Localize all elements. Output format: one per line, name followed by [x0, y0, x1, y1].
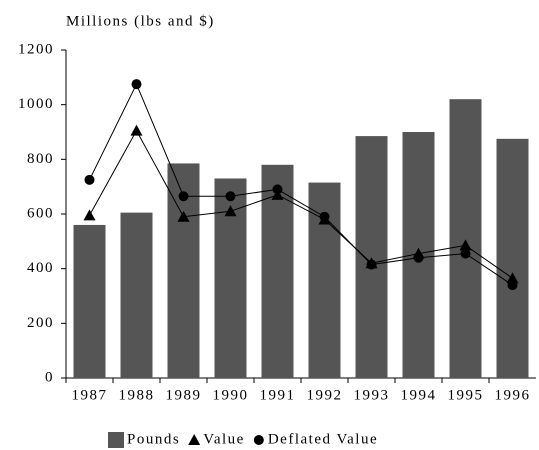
bar [120, 212, 153, 378]
point [272, 184, 283, 195]
y-tick-label: 1000 [18, 96, 54, 112]
point [507, 280, 518, 291]
y-tick-label: 1200 [18, 41, 54, 57]
point [506, 272, 519, 284]
point [178, 191, 189, 202]
y-tick-label: 600 [27, 205, 54, 221]
point [413, 252, 424, 263]
y-tick-label: 0 [45, 369, 54, 385]
point [83, 209, 96, 221]
x-tick-label: 1995 [448, 387, 484, 403]
point [459, 239, 472, 251]
point [177, 210, 190, 222]
point [224, 205, 237, 217]
line [89, 129, 513, 279]
point [366, 259, 377, 270]
point [130, 124, 143, 136]
y-tick-label: 400 [27, 260, 54, 276]
legend-label: Value [203, 431, 245, 447]
legend-label: Pounds [127, 431, 180, 447]
x-tick-label: 1989 [166, 387, 202, 403]
x-tick-label: 1993 [354, 387, 390, 403]
x-tick-label: 1991 [260, 387, 296, 403]
point [225, 191, 236, 202]
point [319, 211, 330, 222]
x-tick-label: 1992 [307, 387, 343, 403]
bar [496, 138, 529, 378]
legend-swatch [108, 432, 124, 448]
bar [73, 224, 106, 378]
chart-title: Millions (lbs and $) [66, 13, 215, 29]
bar [355, 136, 388, 378]
x-tick-label: 1987 [72, 387, 108, 403]
legend-marker [253, 435, 264, 445]
legend-label: Deflated Value [268, 431, 378, 447]
point [460, 248, 471, 259]
x-tick-label: 1994 [401, 387, 437, 403]
x-tick-label: 1990 [213, 387, 249, 403]
point [84, 174, 95, 185]
x-tick-label: 1996 [495, 387, 531, 403]
y-tick-label: 800 [27, 151, 54, 167]
x-tick-label: 1988 [119, 387, 155, 403]
bar [449, 99, 482, 378]
y-tick-label: 200 [27, 315, 54, 331]
legend-marker [188, 434, 201, 445]
point [131, 79, 142, 90]
line [89, 82, 513, 286]
